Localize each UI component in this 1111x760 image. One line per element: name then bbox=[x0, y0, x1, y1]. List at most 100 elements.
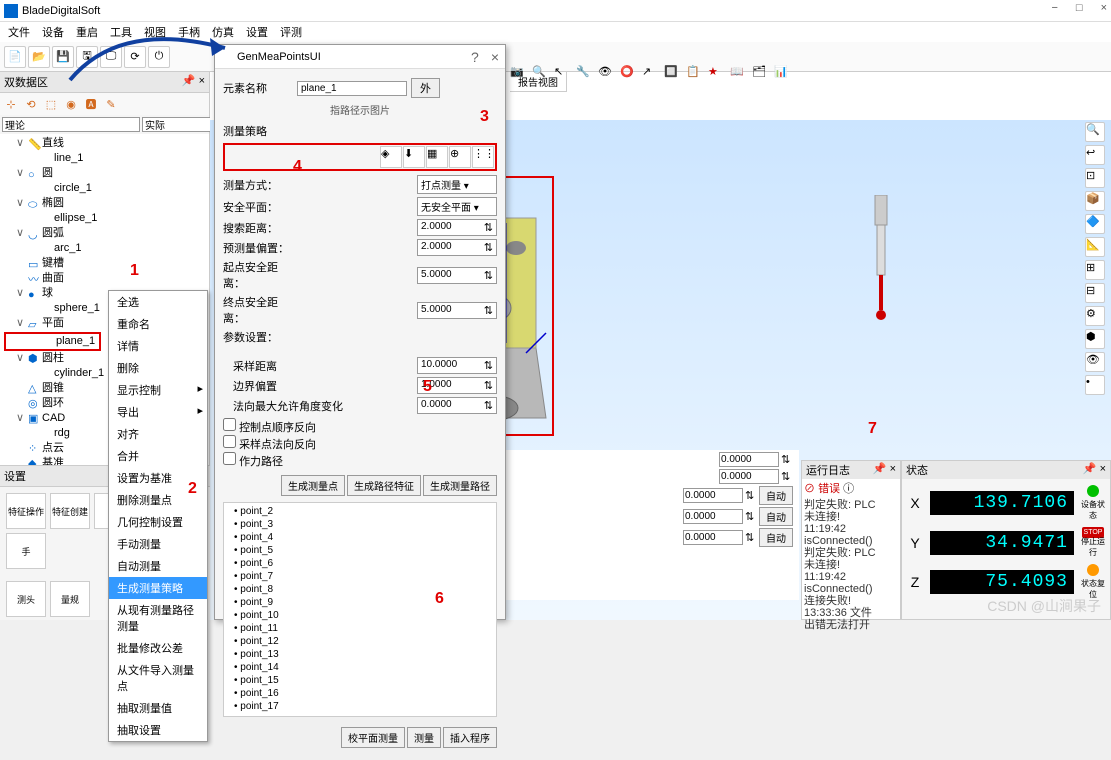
tree-tool-2[interactable]: ⟲ bbox=[22, 95, 40, 113]
mid-input[interactable] bbox=[683, 509, 743, 524]
ctx-item[interactable]: 全选 bbox=[109, 291, 207, 313]
menu-设置[interactable]: 设置 bbox=[242, 24, 272, 40]
point-list[interactable]: • point_2• point_3• point_4• point_5 • po… bbox=[223, 502, 497, 717]
tree-item[interactable]: ▭键槽 bbox=[4, 256, 205, 271]
ctx-item[interactable]: 合并 bbox=[109, 445, 207, 467]
setting-btn[interactable]: 特征创建 bbox=[50, 493, 90, 529]
tree-item[interactable]: 〰曲面 bbox=[4, 271, 205, 286]
point-item[interactable]: • point_15 bbox=[226, 674, 494, 687]
tree-tool-3[interactable]: ⬚ bbox=[42, 95, 60, 113]
vtool-11[interactable]: 📖 bbox=[730, 65, 750, 85]
ctx-item[interactable]: 从文件导入测量点 bbox=[109, 659, 207, 697]
point-item[interactable]: • point_4 bbox=[226, 531, 494, 544]
strategy-1[interactable]: ◈ bbox=[380, 146, 402, 168]
point-item[interactable]: • point_5 bbox=[226, 544, 494, 557]
param-spinner[interactable]: 10.0000 ⇅ bbox=[417, 357, 497, 374]
point-item[interactable]: • point_16 bbox=[226, 687, 494, 700]
point-item[interactable]: • point_8 bbox=[226, 583, 494, 596]
vtool-10[interactable]: ★ bbox=[708, 65, 728, 85]
elname-input[interactable] bbox=[297, 81, 407, 96]
new-icon[interactable]: 📄 bbox=[4, 46, 26, 68]
rtool-1[interactable]: ↩ bbox=[1085, 145, 1105, 165]
action-btn-0[interactable]: 校平面测量 bbox=[341, 727, 405, 748]
tree-item[interactable]: ∨○圆 bbox=[4, 166, 205, 181]
setting-btn[interactable]: 测头 bbox=[6, 581, 46, 617]
vtool-1[interactable]: 📷 bbox=[510, 65, 530, 85]
point-item[interactable]: • point_14 bbox=[226, 661, 494, 674]
setting-btn[interactable]: 手 bbox=[6, 533, 46, 569]
vtool-13[interactable]: 📊 bbox=[774, 65, 794, 85]
ctx-item[interactable]: 批量修改公差 bbox=[109, 637, 207, 659]
strategy-2[interactable]: ⬇ bbox=[403, 146, 425, 168]
tree-tool-5[interactable]: 🅰 bbox=[82, 95, 100, 113]
param-spinner[interactable]: 0.0000 ⇅ bbox=[417, 397, 497, 414]
param-select[interactable]: 打点测量 ▾ bbox=[417, 175, 497, 194]
log-info-icon[interactable]: ⓘ bbox=[843, 483, 854, 495]
ext-button[interactable]: 外 bbox=[411, 78, 440, 98]
gen-btn-0[interactable]: 生成测量点 bbox=[281, 475, 345, 496]
minimize-icon[interactable]: − bbox=[1051, 2, 1057, 14]
ctx-item[interactable]: 手动测量 bbox=[109, 533, 207, 555]
rtool-4[interactable]: 🔷 bbox=[1085, 214, 1105, 234]
ctx-item[interactable]: 抽取测量值 bbox=[109, 697, 207, 719]
point-item[interactable]: • point_12 bbox=[226, 635, 494, 648]
vtool-5[interactable]: 👁 bbox=[598, 65, 618, 85]
ctx-item[interactable]: 重命名 bbox=[109, 313, 207, 335]
vtool-12[interactable]: 🗂 bbox=[752, 65, 772, 85]
mid-input[interactable] bbox=[683, 530, 743, 545]
rtool-8[interactable]: ⚙ bbox=[1085, 306, 1105, 326]
vtool-8[interactable]: 🔲 bbox=[664, 65, 684, 85]
rtool-0[interactable]: 🔍 bbox=[1085, 122, 1105, 142]
chk-控制点顺序反向[interactable] bbox=[223, 418, 236, 431]
chk-采样点法向反向[interactable] bbox=[223, 435, 236, 448]
log-pin[interactable]: 📌 × bbox=[873, 462, 896, 478]
search-theory[interactable] bbox=[2, 117, 140, 132]
rtool-3[interactable]: 📦 bbox=[1085, 191, 1105, 211]
ctx-item[interactable]: 对齐 bbox=[109, 423, 207, 445]
param-spinner[interactable]: 5.0000 ⇅ bbox=[417, 267, 497, 284]
rtool-11[interactable]: • bbox=[1085, 375, 1105, 395]
strategy-5[interactable]: ⋮⋮ bbox=[472, 146, 494, 168]
menu-文件[interactable]: 文件 bbox=[4, 24, 34, 40]
ctx-item[interactable]: 几何控制设置 bbox=[109, 511, 207, 533]
tree-item[interactable]: ∨◡圆弧 bbox=[4, 226, 205, 241]
rtool-5[interactable]: 📐 bbox=[1085, 237, 1105, 257]
mid-input[interactable] bbox=[683, 488, 743, 503]
mid-input[interactable] bbox=[719, 469, 779, 484]
vtool-3[interactable]: ↖ bbox=[554, 65, 574, 85]
rtool-6[interactable]: ⊞ bbox=[1085, 260, 1105, 280]
point-item[interactable]: • point_13 bbox=[226, 648, 494, 661]
dialog-close-icon[interactable]: × bbox=[491, 49, 499, 65]
vtool-7[interactable]: ↗ bbox=[642, 65, 662, 85]
action-btn-1[interactable]: 测量 bbox=[407, 727, 441, 748]
auto-btn[interactable]: 自动 bbox=[759, 528, 793, 547]
gen-btn-1[interactable]: 生成路径特征 bbox=[347, 475, 421, 496]
open-icon[interactable]: 📂 bbox=[28, 46, 50, 68]
param-spinner[interactable]: 2.0000 ⇅ bbox=[417, 239, 497, 256]
ctx-item[interactable]: 导出▸ bbox=[109, 401, 207, 423]
vtool-9[interactable]: 📋 bbox=[686, 65, 706, 85]
tree-item[interactable]: circle_1 bbox=[4, 181, 205, 196]
tree-item[interactable]: ∨📏直线 bbox=[4, 136, 205, 151]
tree-item[interactable]: plane_1 bbox=[4, 332, 101, 351]
dialog-help-icon[interactable]: ? bbox=[471, 49, 479, 65]
tree-tool-4[interactable]: ◉ bbox=[62, 95, 80, 113]
param-spinner[interactable]: 2.0000 ⇅ bbox=[417, 219, 497, 236]
param-spinner[interactable]: 5.0000 ⇅ bbox=[417, 302, 497, 319]
point-item[interactable]: • point_9 bbox=[226, 596, 494, 609]
mid-input[interactable] bbox=[719, 452, 779, 467]
maximize-icon[interactable]: □ bbox=[1076, 2, 1083, 14]
rtool-7[interactable]: ⊟ bbox=[1085, 283, 1105, 303]
point-item[interactable]: • point_3 bbox=[226, 518, 494, 531]
tree-item[interactable]: line_1 bbox=[4, 151, 205, 166]
point-item[interactable]: • point_2 bbox=[226, 505, 494, 518]
setting-btn[interactable]: 量规 bbox=[50, 581, 90, 617]
point-item[interactable]: • point_11 bbox=[226, 622, 494, 635]
action-btn-2[interactable]: 插入程序 bbox=[443, 727, 497, 748]
strategy-4[interactable]: ⊕ bbox=[449, 146, 471, 168]
rtool-2[interactable]: ⊡ bbox=[1085, 168, 1105, 188]
tree-item[interactable]: arc_1 bbox=[4, 241, 205, 256]
tree-tool-6[interactable]: ✎ bbox=[102, 95, 120, 113]
ctx-item[interactable]: 抽取设置 bbox=[109, 719, 207, 741]
tree-item[interactable]: ellipse_1 bbox=[4, 211, 205, 226]
